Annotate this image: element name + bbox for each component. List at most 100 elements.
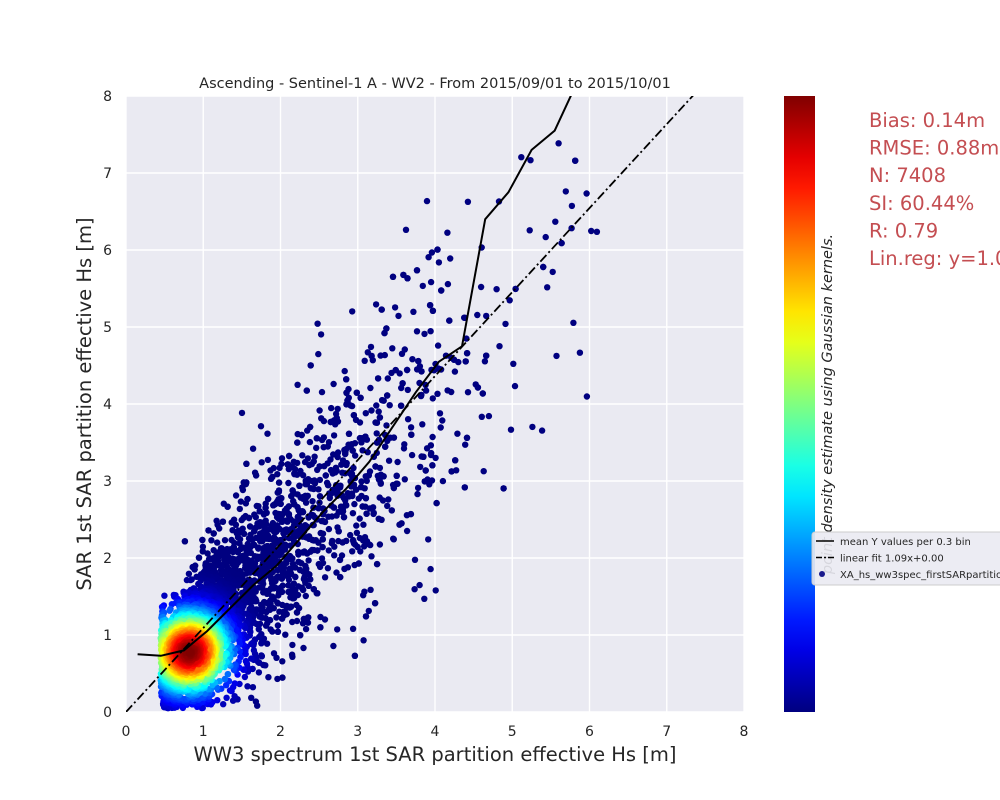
scatter-point bbox=[274, 566, 281, 574]
scatter-point bbox=[349, 548, 356, 555]
scatter-point bbox=[439, 417, 446, 424]
scatter-point bbox=[352, 416, 360, 424]
scatter-point bbox=[288, 651, 296, 658]
scatter-point bbox=[237, 498, 245, 505]
scatter-point bbox=[252, 472, 260, 479]
scatter-point bbox=[293, 601, 300, 609]
scatter-point bbox=[348, 472, 356, 480]
scatter-point bbox=[216, 525, 223, 532]
stats-line: R: 0.79 bbox=[869, 219, 938, 242]
scatter-point bbox=[333, 569, 340, 576]
scatter-point bbox=[282, 631, 289, 638]
stats-box: Bias: 0.14m RMSE: 0.88m N: 7408 SI: 60.44% R… bbox=[869, 109, 1000, 270]
scatter-point bbox=[403, 527, 411, 535]
scatter-point bbox=[318, 388, 326, 396]
stats-line: Bias: 0.14m bbox=[869, 109, 985, 132]
scatter-point bbox=[496, 343, 503, 350]
scatter-point bbox=[434, 246, 441, 253]
scatter-point bbox=[297, 494, 304, 501]
scatter-point bbox=[299, 452, 306, 459]
scatter-point bbox=[485, 412, 493, 420]
scatter-point bbox=[432, 454, 439, 462]
scatter-point bbox=[474, 384, 482, 391]
chart-title: Ascending - Sentinel-1 A - WV2 - From 20… bbox=[199, 76, 671, 92]
scatter-point bbox=[568, 225, 575, 232]
scatter-point bbox=[315, 505, 322, 512]
scatter-point bbox=[229, 548, 237, 556]
scatter-point bbox=[418, 453, 425, 460]
y-tick-label: 1 bbox=[103, 628, 112, 644]
scatter-point bbox=[434, 390, 441, 397]
scatter-point bbox=[223, 694, 230, 701]
scatter-point bbox=[224, 503, 231, 510]
scatter-point bbox=[373, 402, 380, 409]
scatter-point bbox=[363, 510, 370, 517]
scatter-point bbox=[242, 658, 250, 665]
y-tick-label: 3 bbox=[103, 474, 112, 490]
scatter-point bbox=[181, 538, 189, 545]
scatter-point bbox=[477, 283, 485, 291]
scatter-point bbox=[314, 466, 321, 474]
scatter-point bbox=[313, 435, 320, 442]
scatter-point bbox=[168, 601, 176, 608]
scatter-point bbox=[252, 513, 259, 521]
scatter-point bbox=[307, 485, 314, 492]
scatter-point bbox=[588, 227, 595, 235]
scatter-point bbox=[199, 548, 206, 555]
scatter-point bbox=[555, 140, 562, 147]
scatter-point bbox=[376, 494, 383, 501]
scatter-point bbox=[289, 618, 296, 626]
scatter-point bbox=[316, 493, 324, 500]
scatter-point bbox=[347, 531, 354, 539]
scatter-point bbox=[325, 525, 333, 533]
scatter-point bbox=[242, 500, 250, 507]
scatter-point bbox=[461, 314, 468, 321]
scatter-point bbox=[576, 349, 584, 356]
scatter-point bbox=[593, 228, 601, 235]
scatter-point bbox=[350, 540, 358, 547]
scatter-point bbox=[433, 499, 440, 507]
scatter-point bbox=[278, 455, 286, 462]
scatter-point bbox=[377, 480, 384, 487]
scatter-point bbox=[454, 430, 461, 437]
scatter-point bbox=[358, 478, 365, 485]
mean-bin-line bbox=[137, 96, 572, 657]
scatter-point bbox=[583, 190, 590, 197]
stats-line: RMSE: 0.88m bbox=[869, 137, 999, 160]
scatter-point bbox=[260, 589, 267, 596]
scatter-point bbox=[219, 518, 227, 525]
scatter-point bbox=[329, 470, 336, 477]
x-tick-label: 1 bbox=[199, 724, 208, 740]
scatter-point bbox=[371, 600, 379, 607]
scatter-point bbox=[353, 389, 360, 396]
scatter-point bbox=[279, 658, 286, 665]
scatter-point bbox=[258, 640, 265, 647]
scatter-point bbox=[285, 582, 292, 589]
scatter-point bbox=[334, 626, 341, 633]
scatter-point bbox=[318, 436, 326, 444]
scatter-point bbox=[326, 494, 333, 502]
scatter-point bbox=[257, 423, 265, 430]
scatter-point bbox=[335, 537, 342, 545]
scatter-point bbox=[480, 468, 487, 475]
scatter-point bbox=[302, 625, 310, 633]
scatter-point bbox=[423, 197, 431, 205]
stats-line: SI: 60.44% bbox=[869, 192, 974, 215]
scatter-point bbox=[397, 402, 405, 409]
scatter-point bbox=[404, 416, 412, 423]
scatter-point bbox=[425, 254, 432, 261]
scatter-point bbox=[358, 483, 365, 491]
scatter-point bbox=[351, 652, 359, 659]
scatter-point bbox=[242, 564, 249, 572]
scatter-point bbox=[278, 518, 286, 525]
scatter-point bbox=[263, 640, 271, 647]
scatter-point bbox=[439, 477, 447, 485]
scatter-point bbox=[359, 503, 366, 510]
scatter-point bbox=[244, 683, 251, 690]
x-tick-label: 3 bbox=[353, 724, 362, 740]
scatter-point bbox=[302, 579, 309, 586]
scatter-point bbox=[372, 419, 379, 426]
scatter-point bbox=[258, 459, 265, 466]
scatter-point bbox=[364, 449, 371, 456]
